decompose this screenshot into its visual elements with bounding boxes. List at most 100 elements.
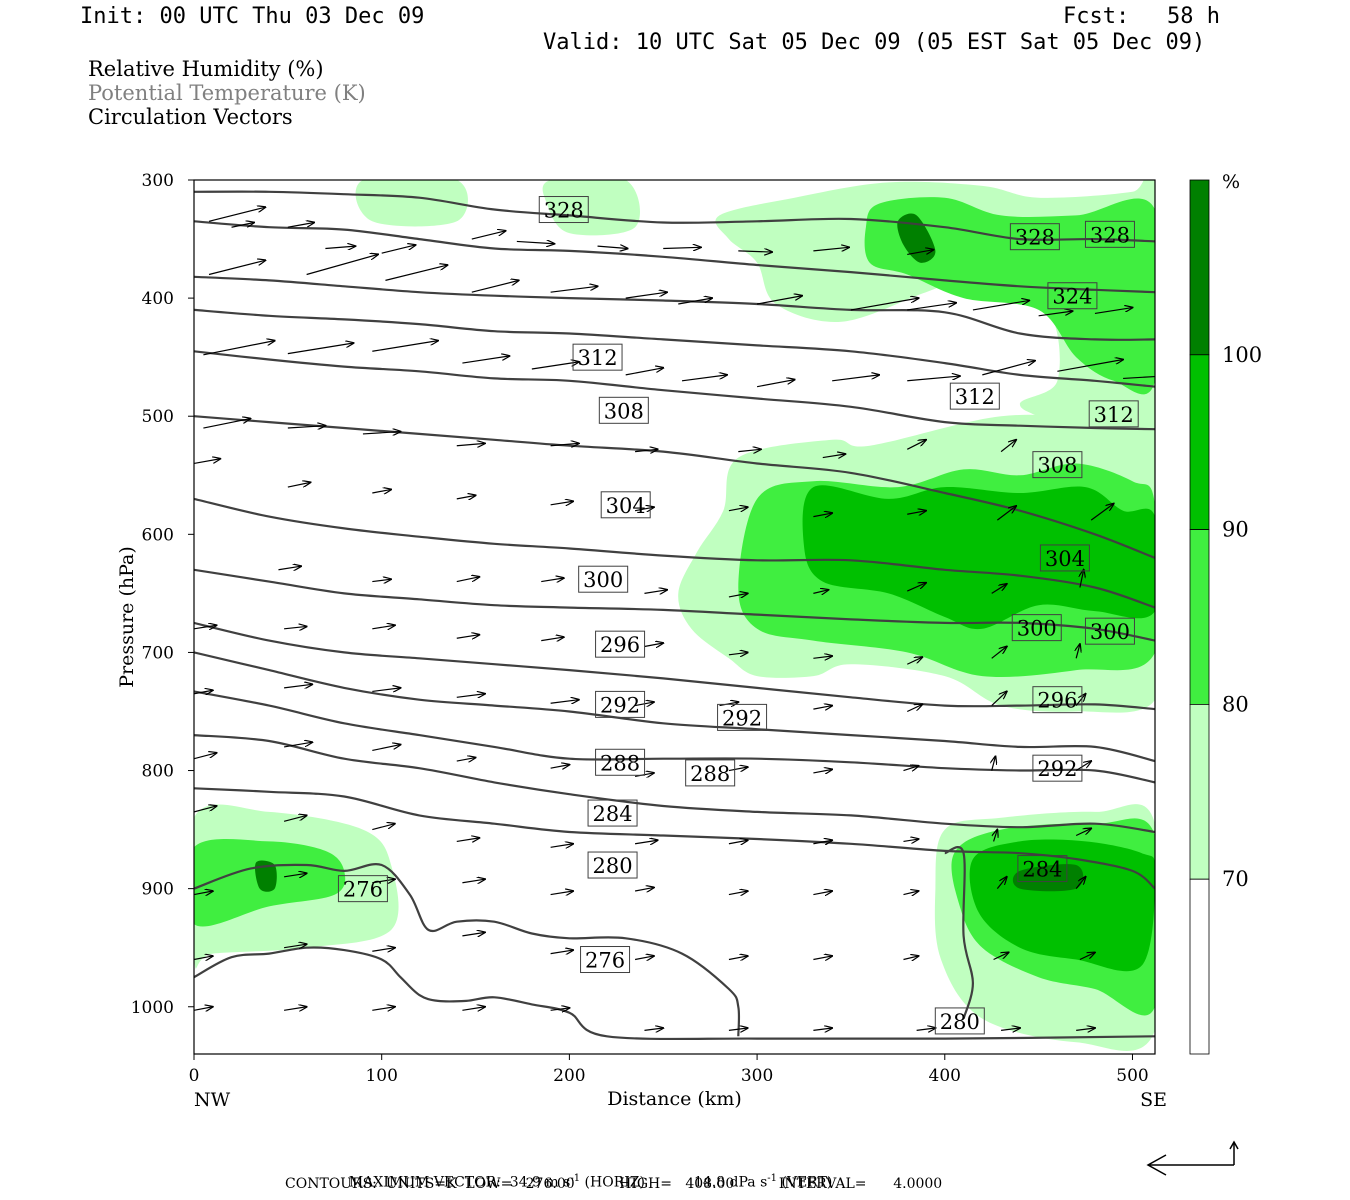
circulation-vector	[372, 745, 400, 752]
contour-label: 324	[1052, 285, 1092, 309]
legend-theta: Potential Temperature (K)	[88, 81, 366, 105]
circulation-vector	[903, 891, 918, 895]
contour-label: 292	[1037, 757, 1077, 781]
circulation-vector	[284, 684, 312, 688]
circulation-vector	[822, 454, 846, 458]
circulation-vector	[550, 891, 574, 895]
circulation-vector	[550, 1008, 570, 1010]
theta-contour-284	[194, 787, 1155, 890]
circulation-vector	[991, 584, 1007, 594]
contour-label: 296	[600, 633, 640, 657]
rh-region-70	[355, 180, 468, 227]
circulation-vector	[372, 1007, 395, 1011]
colorbar-segment	[1189, 354, 1210, 530]
circulation-vector	[906, 440, 926, 450]
contour-label-box	[1084, 220, 1135, 248]
circulation-vector	[597, 246, 628, 248]
circulation-vector	[644, 1028, 663, 1030]
rh-region-70	[542, 180, 640, 236]
contour-label: 280	[940, 1010, 980, 1034]
contour-label-box	[934, 1007, 985, 1035]
contour-label-box	[595, 748, 646, 776]
circulation-vector	[903, 956, 918, 960]
contour-label-box	[1032, 686, 1083, 714]
circulation-vector	[634, 887, 654, 891]
circulation-vector	[663, 247, 701, 248]
contour-label-box	[1047, 282, 1098, 310]
circulation-vector	[907, 303, 956, 311]
circulation-vector	[456, 635, 480, 639]
contour-label-box	[587, 851, 638, 879]
theta-contour-308	[194, 497, 1155, 609]
contour-label: 300	[1017, 617, 1057, 641]
circulation-vector	[462, 1007, 485, 1011]
contour-label: 292	[600, 693, 640, 717]
theta-contour-332	[194, 190, 1155, 243]
circulation-vector	[372, 824, 395, 831]
circulation-vector	[471, 280, 519, 293]
colorbar-tick-label: 70	[1222, 867, 1249, 891]
circulation-vector	[283, 742, 312, 748]
circulation-vector	[634, 840, 658, 844]
circulation-vector	[1057, 360, 1123, 372]
theta-contour-312	[194, 415, 1155, 559]
circulation-vector	[462, 932, 485, 936]
circulation-vector	[996, 877, 1006, 890]
circulation-vector	[813, 956, 832, 960]
circulation-vector	[813, 247, 849, 251]
y-tick-label: 400	[142, 289, 174, 309]
colorbar-segment	[1189, 878, 1210, 1055]
circulation-vector	[203, 419, 250, 429]
theta-contour-324	[194, 275, 1155, 341]
contour-label-box	[595, 630, 646, 658]
circulation-vector	[991, 647, 1007, 659]
colorbar-segment	[1189, 179, 1210, 356]
rh-region-100	[1012, 864, 1084, 892]
circulation-vector	[907, 511, 926, 515]
circulation-vector	[982, 361, 1035, 376]
circulation-vector	[907, 376, 960, 382]
humidity-shading	[194, 180, 1155, 1051]
contour-label: 292	[722, 706, 762, 730]
circulation-vector	[284, 944, 307, 948]
contour-label: 312	[577, 346, 617, 370]
circulation-vector	[550, 765, 570, 769]
contour-label: 328	[1015, 226, 1055, 250]
circulation-vector	[1075, 694, 1085, 706]
circulation-vector	[813, 891, 832, 895]
contour-label-box	[1032, 451, 1083, 479]
contour-label: 276	[585, 949, 625, 973]
contour-label: 308	[1037, 454, 1077, 478]
circulation-vector	[644, 643, 663, 647]
circulation-vector	[625, 368, 664, 376]
contour-label: 304	[606, 494, 646, 518]
circulation-vector	[456, 577, 480, 583]
circulation-vector	[208, 207, 265, 222]
x-tick-label: 200	[553, 1066, 585, 1086]
contour-label-box	[337, 875, 388, 903]
contour-label-box	[600, 491, 651, 519]
colorbar-segment	[1189, 529, 1210, 705]
contour-label: 276	[343, 878, 383, 902]
circulation-vector	[516, 241, 555, 243]
circulation-vector	[456, 495, 476, 499]
circulation-vector	[813, 1028, 832, 1030]
contour-label-box	[1017, 855, 1068, 883]
contour-label-box	[572, 343, 623, 371]
circulation-vector	[916, 1028, 936, 1030]
legend-vectors: Circulation Vectors	[88, 105, 293, 129]
circulation-vector	[550, 700, 579, 704]
circulation-vector	[992, 756, 996, 771]
circulation-vector	[462, 356, 509, 364]
circulation-vector	[1075, 877, 1085, 890]
rh-region-90	[969, 839, 1155, 972]
circulation-vector	[372, 489, 391, 493]
contour-label-box	[538, 196, 589, 224]
max-vector-line: MAXIMUM VECTOR: 34.9 m s-1 (HORIZ) 14.8 …	[340, 1157, 832, 1191]
contour-label: 312	[1094, 403, 1134, 427]
plot-frame	[193, 179, 1156, 1055]
circulation-vector	[278, 566, 301, 570]
theta-contour-292	[194, 690, 1155, 784]
colorbar-unit: %	[1222, 171, 1240, 193]
y-tick-label: 800	[142, 762, 174, 782]
